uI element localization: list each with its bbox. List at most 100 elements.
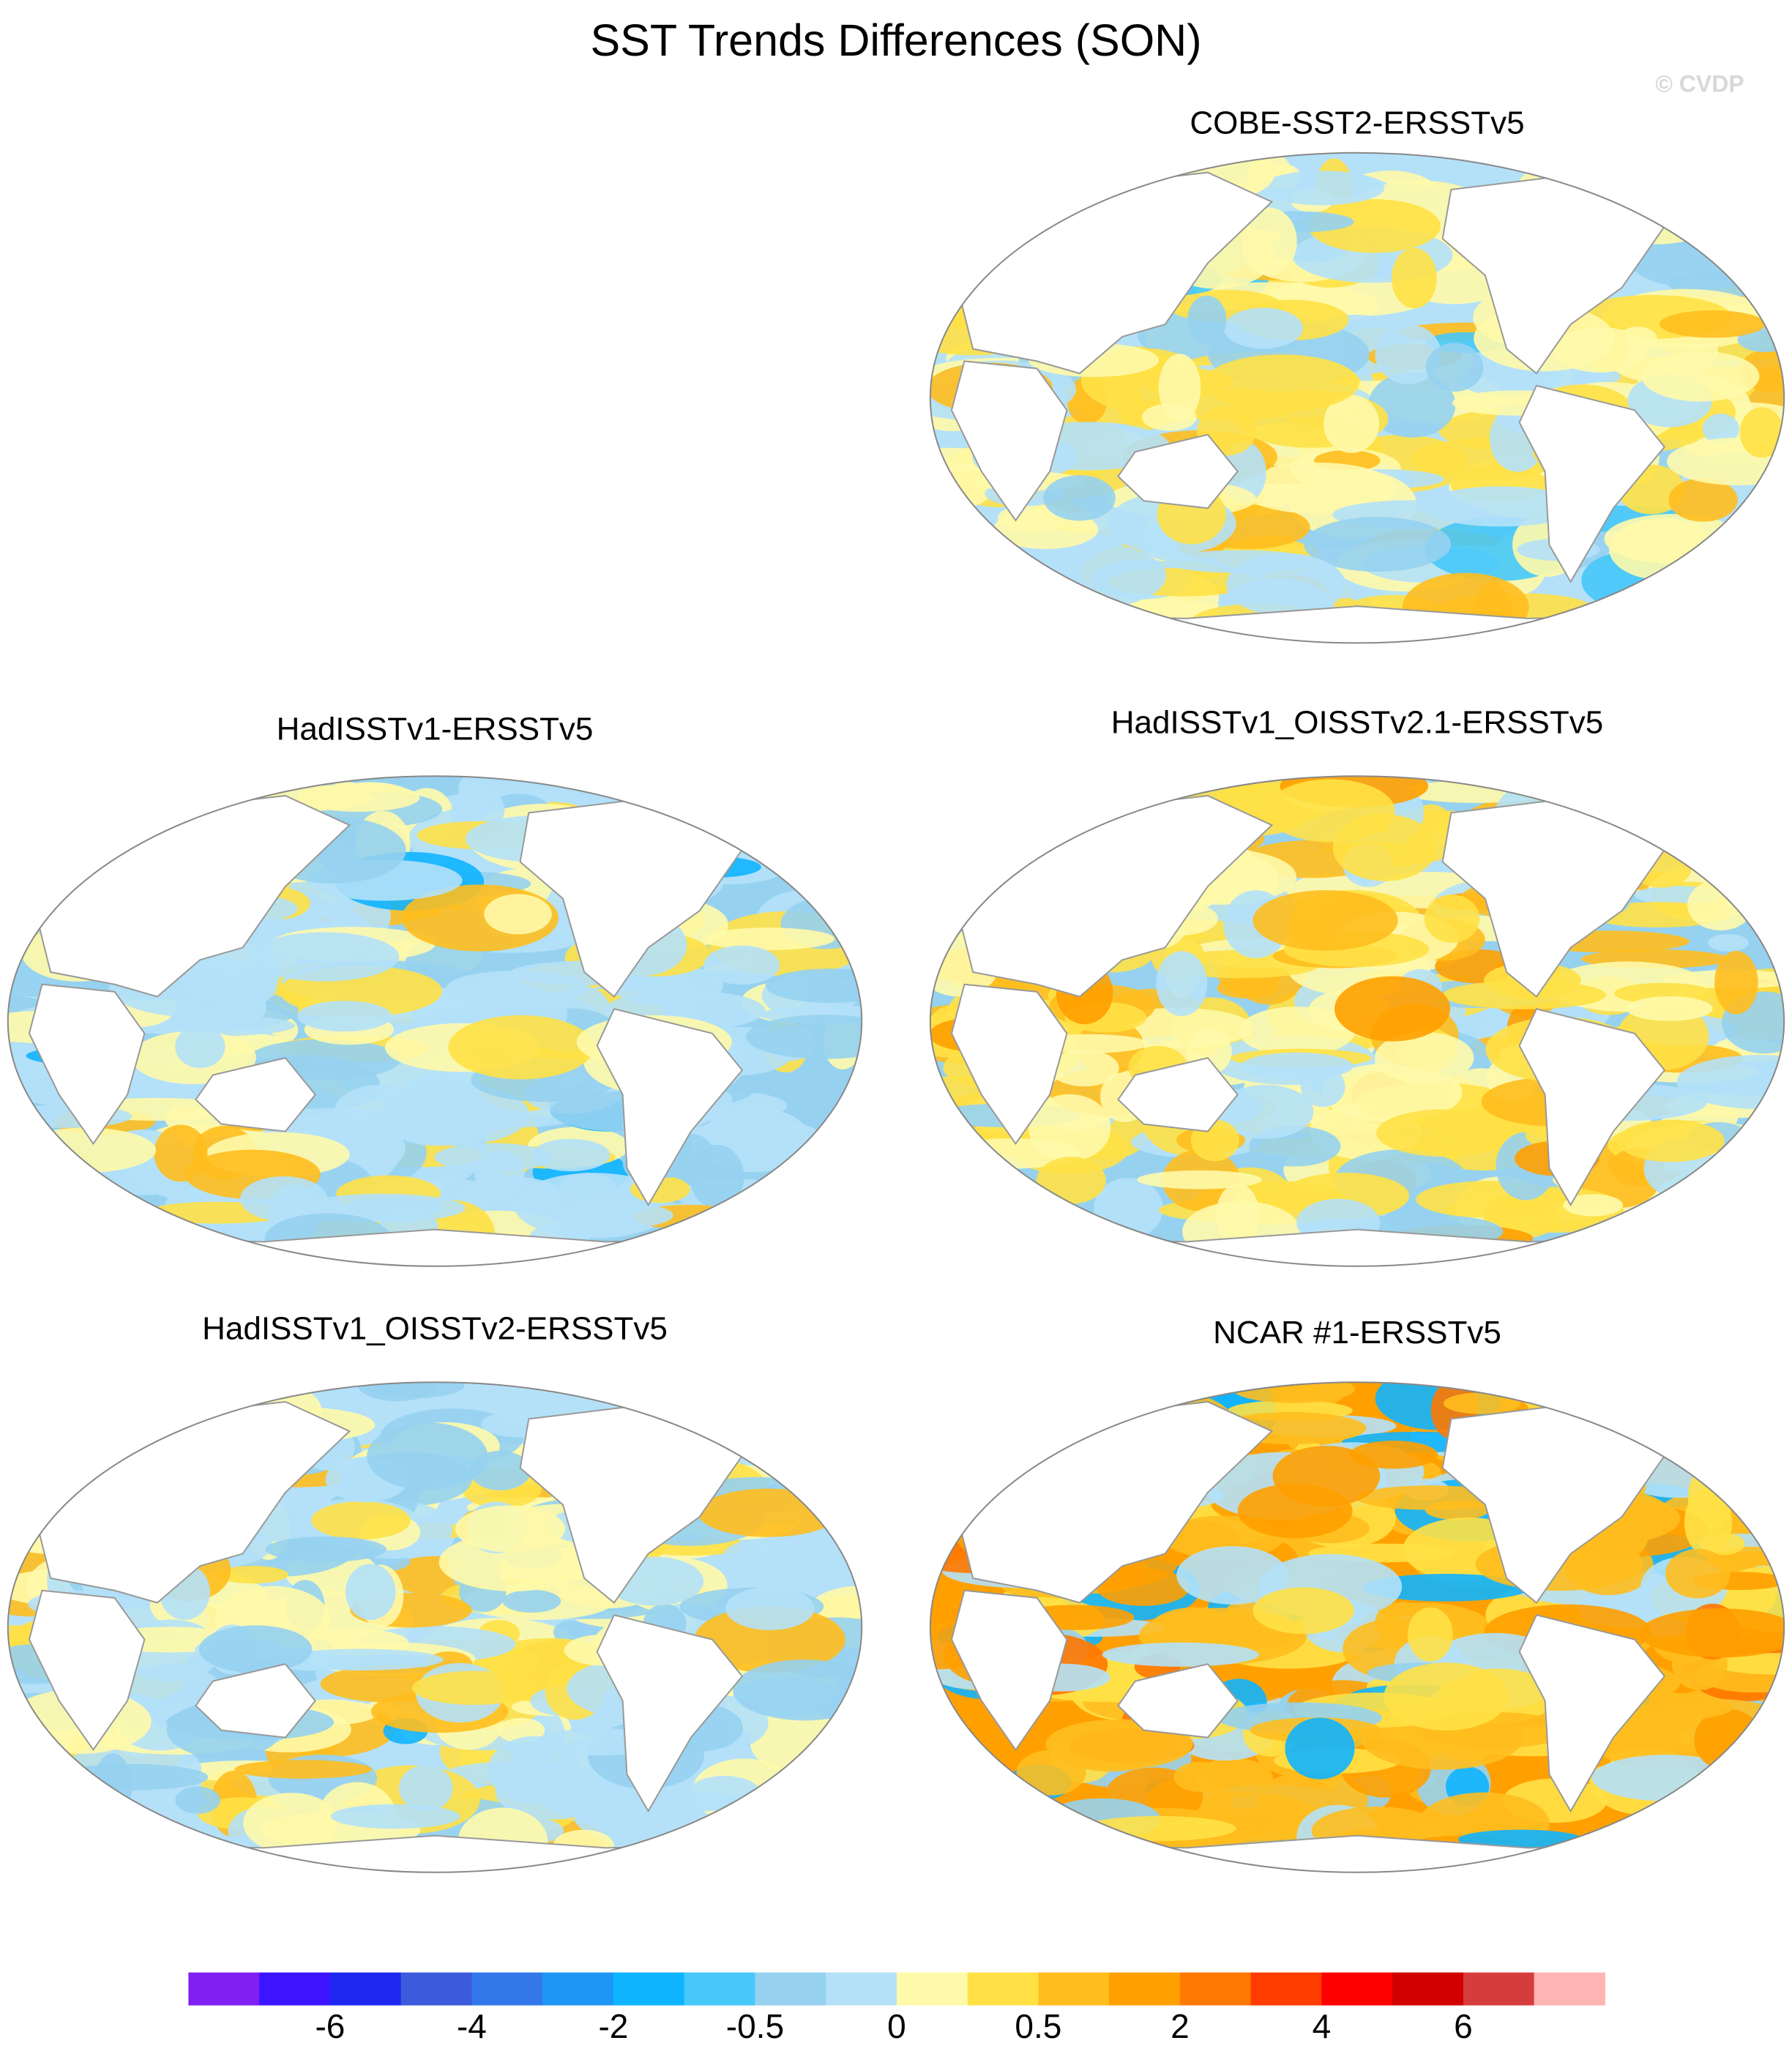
colorbar-box [1109,1972,1181,2006]
land [7,1834,862,1872]
field-patch [1239,462,1396,514]
land [950,983,1068,1146]
colorbar-box [755,1972,826,2006]
field-patch [794,1063,848,1124]
panel-title: HadISSTv1_OISSTv2-ERSSTv5 [202,1311,668,1347]
field-patch [1424,895,1480,943]
map-outline [929,775,1785,1267]
land [930,1834,1785,1872]
field-patch [364,1382,465,1399]
field-patch [1324,395,1380,453]
field-patch [302,1629,409,1656]
field-patch [367,1422,488,1490]
field-patch [446,970,589,1006]
field-patch [1368,372,1456,438]
field-patch [1156,951,1208,1017]
field-patch [249,932,400,982]
field-patch [1217,1085,1314,1139]
map-panel [930,776,1785,1266]
field-patch [330,1804,460,1829]
colorbar-box [826,1972,897,2006]
field-patch [345,1564,396,1621]
land [950,1589,1068,1752]
field-patch [1203,354,1360,412]
colorbar-label: -4 [457,2007,487,2045]
field-patch [1334,976,1451,1042]
field-patch [1049,1050,1119,1087]
field-patch [1036,1157,1106,1204]
field-patch [1626,996,1713,1021]
field-patch [1137,1170,1263,1190]
field-patch [455,1505,566,1553]
field-patch [411,1670,538,1706]
colorbar-box [1250,1972,1322,2006]
field-patch [311,1501,411,1540]
map-panel [7,776,862,1266]
colorbar-box [400,1972,472,2006]
field-patch [1712,1653,1785,1675]
field-patch [1081,1815,1236,1841]
field-patch [1241,207,1297,276]
land [1117,433,1239,509]
field-patch [645,1792,750,1812]
field-patch [94,1753,132,1820]
colorbar-box [613,1972,685,2006]
map-panel [930,152,1785,643]
colorbar-box [259,1972,331,2006]
watermark: © CVDP [1655,70,1744,97]
field-patch [765,968,862,1003]
field-patch [175,1025,225,1069]
field-patch [1563,1194,1624,1217]
panel-title: HadISSTv1_OISSTv2.1-ERSSTv5 [1111,705,1603,741]
field-patch [698,1488,840,1537]
colorbar-box [1534,1972,1605,2006]
land [596,1614,744,1813]
land [195,1057,316,1132]
field-patch [553,1202,673,1229]
field-patch [694,1606,845,1673]
colorbar-box [1038,1972,1110,2006]
map-outline [929,152,1785,644]
field-patch [276,1648,444,1671]
field-patch [434,1143,553,1172]
land [596,1008,744,1207]
field-patch [217,1566,288,1584]
land [1646,787,1709,846]
colorbar-label: 6 [1454,2007,1473,2045]
field-patch [154,1124,208,1182]
colorbar-box [1392,1972,1464,2006]
field-patch [297,783,420,812]
field-patch [1687,879,1754,931]
colorbar-box [967,1972,1039,2006]
field-patch [1639,1608,1785,1658]
colorbar-box [1179,1972,1252,2006]
field-patch [234,1760,373,1779]
land [195,1663,316,1739]
field-patch [1028,1094,1111,1162]
map-outline [7,775,863,1267]
field-patch [1356,1485,1505,1510]
field-patch [1223,307,1303,349]
field-patch [531,1138,611,1172]
field-patch [175,1786,220,1814]
field-patch [1708,934,1749,952]
field-patch [198,1625,313,1673]
field-patch [1362,1573,1531,1602]
colorbar-box [471,1972,543,2006]
colorbar-label: 4 [1313,2007,1332,2045]
field-patch [1457,1829,1583,1850]
field-patch [1252,890,1398,951]
field-patch [1232,1382,1355,1403]
field-patch [1374,1031,1474,1084]
field-patch [1165,550,1316,573]
field-patch [130,1015,295,1037]
colorbar-box [1321,1972,1393,2006]
field-patch [1384,1662,1509,1731]
field-patch [1252,1587,1354,1635]
panel-title: NCAR #1-ERSSTv5 [1213,1315,1501,1351]
field-patch [484,894,552,935]
map-panel [7,1382,862,1872]
field-patch [1617,1119,1725,1162]
field-patch [1684,1487,1733,1557]
colorbar-label: 0 [887,2007,906,2045]
